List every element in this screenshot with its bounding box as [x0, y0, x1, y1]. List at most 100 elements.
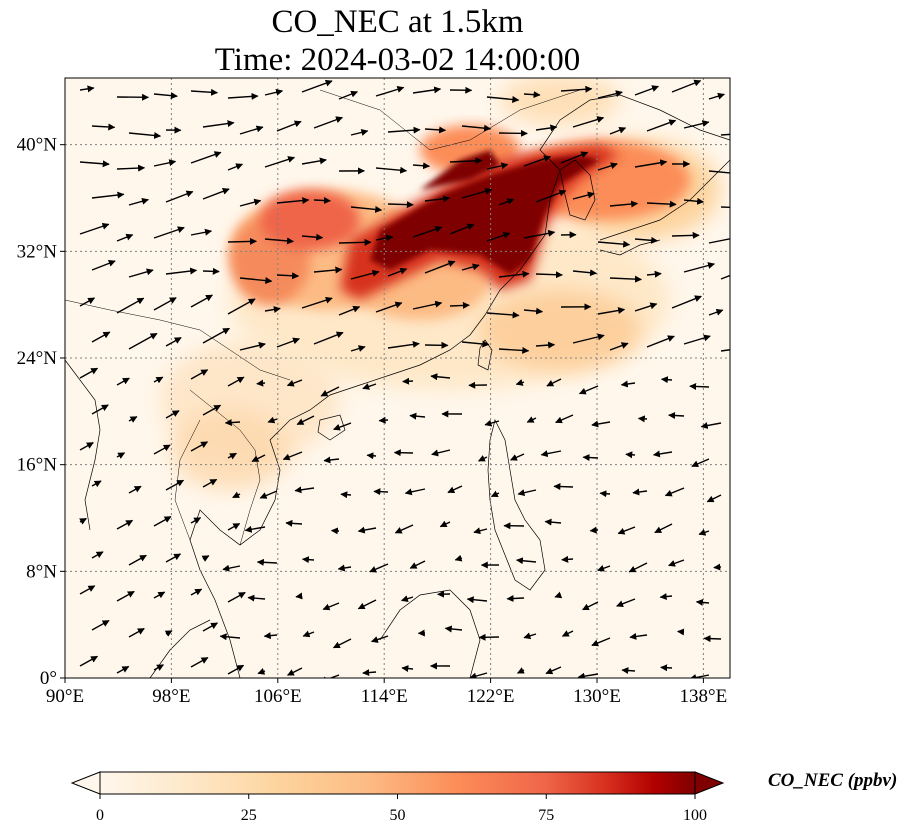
wind-vector: [128, 416, 138, 423]
wind-vector: [620, 380, 636, 388]
wind-vector: [560, 85, 593, 93]
wind-vector: [654, 523, 673, 534]
wind-vector: [609, 275, 642, 283]
wind-vector: [79, 85, 95, 93]
wind-vector: [128, 268, 154, 278]
wind-vector: [713, 563, 722, 571]
wind-vector: [116, 164, 146, 172]
wind-vector: [461, 263, 480, 271]
wind-vector: [373, 488, 389, 496]
wind-vector: [683, 334, 711, 345]
map-frame: [64, 77, 731, 679]
wind-vector: [128, 485, 142, 494]
wind-vector: [700, 422, 722, 429]
wind-vector: [544, 518, 562, 526]
lat-axis: 0° 8°N 16°N 24°N 32°N 40°N: [17, 135, 65, 689]
wind-vector: [256, 558, 278, 566]
wind-vector: [153, 226, 185, 239]
wind-vector: [646, 270, 662, 278]
wind-vector: [319, 674, 340, 678]
wind-vector: [660, 376, 673, 384]
colorbar-tick-label: 75: [538, 807, 554, 824]
wind-vector: [201, 555, 210, 562]
colorbar: 0 25 50 75 100: [70, 771, 725, 824]
wind-vector: [449, 157, 483, 165]
wind-vector: [165, 553, 182, 563]
wind-vector: [703, 635, 722, 643]
wind-vector: [91, 331, 111, 343]
wind-vector: [387, 126, 421, 134]
wind-vector: [116, 377, 130, 386]
wind-vector: [577, 672, 599, 678]
wind-vector: [668, 559, 685, 567]
wind-vector: [466, 596, 488, 604]
wind-vector: [535, 124, 558, 132]
wind-vector: [689, 382, 710, 390]
wind-vector: [695, 598, 710, 606]
wind-vector: [153, 159, 177, 167]
wind-vector: [227, 237, 257, 245]
wind-vector: [683, 262, 715, 273]
wind-vector: [486, 231, 511, 242]
wind-vector: [91, 551, 104, 559]
concentration-field: [160, 78, 720, 490]
wind-vector: [313, 266, 343, 274]
wind-vector: [629, 632, 648, 640]
lon-tick-label: 98°E: [152, 686, 190, 707]
wind-vector: [597, 307, 626, 315]
wind-vector: [617, 526, 636, 535]
wind-vector: [498, 270, 530, 278]
wind-vector: [659, 593, 673, 601]
wind-vector: [677, 628, 685, 636]
wind-vector: [227, 376, 245, 387]
wind-vector: [350, 129, 369, 136]
wind-vector: [362, 383, 377, 390]
wind-vector: [153, 376, 164, 384]
wind-vector: [387, 341, 420, 349]
wind-vector: [597, 240, 631, 248]
wind-vector: [439, 520, 451, 528]
wind-vector: [424, 126, 447, 134]
wind-vector: [320, 386, 340, 397]
wind-vector: [578, 385, 599, 395]
wind-vector: [79, 517, 87, 525]
wind-vector: [708, 170, 730, 174]
wind-vector: [165, 479, 185, 491]
wind-vector: [708, 238, 730, 244]
wind-vector: [366, 452, 377, 460]
wind-vector: [128, 131, 162, 139]
wind-vector: [646, 119, 677, 132]
wind-vector: [276, 120, 302, 132]
wind-vector: [625, 451, 636, 459]
wind-vector: [164, 630, 173, 637]
wind-vector: [554, 591, 563, 599]
wind-vector: [572, 269, 597, 277]
lat-tick-label: 24°N: [17, 348, 58, 369]
wind-vector: [561, 630, 574, 637]
wind-vector: [515, 379, 525, 386]
wind-vector: [190, 588, 203, 596]
wind-vector: [294, 486, 315, 494]
wind-vector: [572, 116, 605, 128]
wind-vector: [375, 166, 408, 174]
wind-vector: [128, 332, 158, 350]
wind-vector: [165, 410, 180, 419]
wind-vector: [461, 340, 490, 348]
wind-vector: [706, 494, 722, 503]
wind-vector: [683, 197, 705, 205]
wind-vector: [404, 488, 426, 496]
wind-vector: [202, 267, 220, 275]
wind-vectors: [79, 79, 730, 678]
wind-vector: [285, 519, 303, 527]
wind-vector: [202, 188, 230, 200]
wind-vector: [264, 156, 296, 168]
wind-vector: [267, 416, 278, 424]
wind-vector: [227, 452, 237, 460]
wind-vector: [190, 228, 213, 236]
lon-tick-label: 122°E: [467, 686, 515, 707]
wind-vector: [412, 162, 431, 170]
wind-vector: [646, 335, 675, 348]
lat-tick-label: 32°N: [17, 241, 58, 262]
wind-vector: [362, 669, 377, 677]
